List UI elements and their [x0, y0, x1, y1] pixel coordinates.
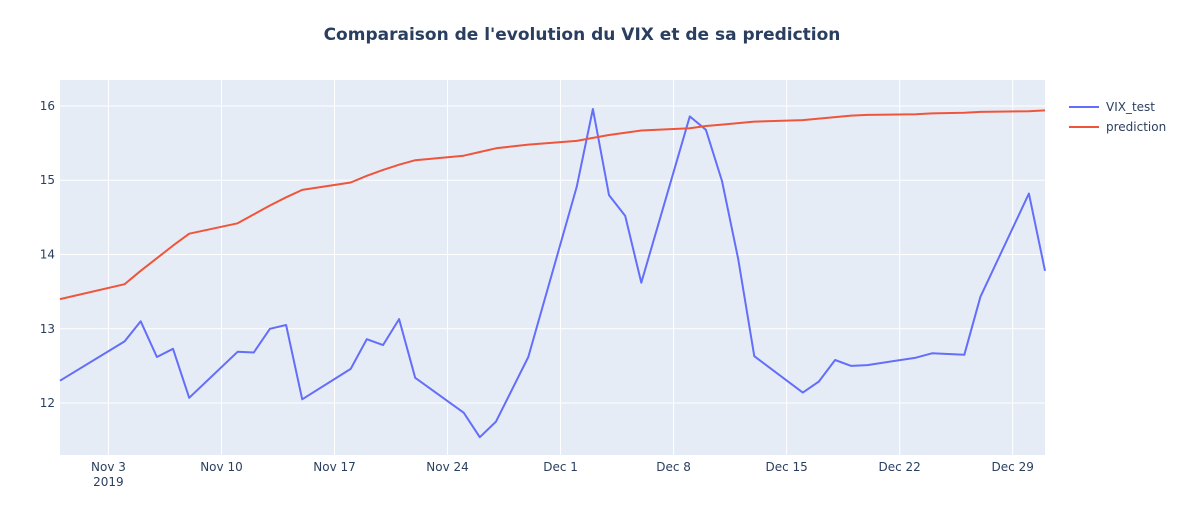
y-axis: 12 13 14 15 16 [40, 99, 55, 410]
legend-label: prediction [1106, 120, 1166, 134]
x-tick-label: Dec 29 [992, 460, 1034, 474]
x-tick-label: Dec 22 [879, 460, 921, 474]
x-tick-label: Dec 1 [543, 460, 578, 474]
plot-area [60, 80, 1045, 455]
y-tick-label: 13 [40, 322, 55, 336]
x-tick-label: Dec 15 [765, 460, 807, 474]
legend-label: VIX_test [1106, 100, 1155, 114]
x-tick-label: Nov 24 [426, 460, 469, 474]
y-tick-label: 15 [40, 173, 55, 187]
y-tick-label: 14 [40, 248, 55, 262]
series-line-vix-test [59, 108, 1046, 439]
legend[interactable]: VIX_test prediction [1069, 100, 1166, 134]
x-tick-sublabel: 2019 [93, 475, 124, 489]
x-tick-label: Nov 17 [313, 460, 356, 474]
legend-item[interactable]: prediction [1069, 120, 1166, 134]
series-lines [59, 108, 1046, 439]
x-tick-label: Dec 8 [656, 460, 691, 474]
legend-item[interactable]: VIX_test [1069, 100, 1155, 114]
grid-lines [60, 80, 1045, 455]
y-tick-label: 16 [40, 99, 55, 113]
y-tick-label: 12 [40, 396, 55, 410]
x-tick-label: Nov 3 [91, 460, 126, 474]
chart-title: Comparaison de l'evolution du VIX et de … [324, 25, 841, 45]
x-tick-label: Nov 10 [200, 460, 243, 474]
series-line-prediction [59, 109, 1046, 301]
